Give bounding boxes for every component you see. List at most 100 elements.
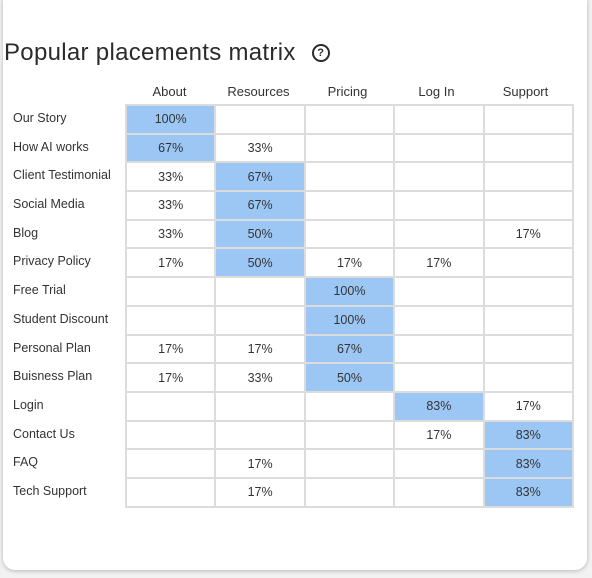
- matrix-cell: 17%: [305, 249, 396, 279]
- column-header: Log In: [418, 84, 455, 99]
- matrix-row: Contact Us: [9, 420, 125, 449]
- row-label: Contact Us: [13, 426, 75, 441]
- matrix-cell: 100%: [127, 106, 217, 135]
- matrix-row: FAQ: [9, 448, 125, 477]
- matrix-row: Tech Support: [9, 477, 125, 506]
- row-labels: Our Story How AI works Client Testimonial S…: [9, 104, 125, 506]
- title-row: Popular placements matrix ?: [4, 36, 330, 70]
- column-headers: About Resources Pricing Log In Support: [125, 80, 570, 104]
- column-header: Pricing: [327, 84, 368, 99]
- matrix-cell: 83%: [484, 421, 574, 451]
- matrix-cell: 83%: [484, 478, 574, 508]
- matrix-cell: 17%: [395, 249, 485, 279]
- matrix-cell: [395, 220, 485, 250]
- matrix-row: Free Trial: [9, 276, 125, 305]
- matrix-row: Our Story: [9, 104, 125, 133]
- row-label: Buisness Plan: [13, 369, 93, 384]
- row-label: Login: [13, 397, 44, 412]
- matrix-row: Login: [9, 391, 125, 420]
- matrix-cell: [216, 278, 306, 307]
- row-label: Tech Support: [13, 483, 87, 498]
- matrix-cell: [305, 106, 396, 135]
- matrix-cell: [216, 392, 306, 422]
- matrix-cell: 17%: [216, 478, 306, 508]
- column-header: Resources: [227, 84, 290, 99]
- matrix-row: How AI works: [9, 133, 125, 162]
- matrix-cell: 67%: [216, 163, 306, 193]
- matrix-row: Privacy Policy: [9, 247, 125, 276]
- matrix-cell: [395, 163, 485, 193]
- matrix-cell: [484, 163, 574, 193]
- matrix-cell: 33%: [127, 220, 217, 250]
- matrix-cell: [127, 421, 217, 451]
- matrix-cell: 83%: [484, 450, 574, 479]
- matrix-cell: [484, 192, 574, 221]
- grid-row: 67% 33%: [127, 134, 574, 164]
- row-label: FAQ: [13, 455, 39, 470]
- matrix-cell: 50%: [216, 249, 306, 279]
- grid-row: 33% 67%: [127, 163, 574, 193]
- row-label: Personal Plan: [13, 340, 91, 355]
- matrix-cell: [127, 278, 217, 307]
- column-header: About: [152, 84, 187, 99]
- matrix-row: Student Discount: [9, 305, 125, 334]
- grid-row: 33% 67%: [127, 192, 574, 221]
- matrix-cell: [395, 364, 485, 393]
- matrix-row: Buisness Plan: [9, 362, 125, 391]
- matrix-cell: 33%: [127, 163, 217, 193]
- matrix-cell: 67%: [127, 134, 217, 164]
- matrix-cell: 17%: [395, 421, 485, 451]
- row-label: Client Testimonial: [13, 168, 111, 183]
- matrix-cell: 17%: [127, 364, 217, 393]
- matrix-cell: 17%: [216, 335, 306, 365]
- row-label: Social Media: [13, 197, 85, 212]
- matrix-cell: [216, 106, 306, 135]
- matrix-cell: [216, 306, 306, 336]
- matrix-cell: [395, 335, 485, 365]
- grid-row: 17% 83%: [127, 421, 574, 451]
- matrix-row: Blog: [9, 219, 125, 248]
- matrix-row: Client Testimonial: [9, 161, 125, 190]
- column-header: Support: [502, 84, 549, 99]
- grid-row: 100%: [127, 306, 574, 336]
- matrix-cell: 33%: [216, 364, 306, 393]
- grid-row: 17% 33% 50%: [127, 364, 574, 393]
- matrix-cell: [395, 478, 485, 508]
- matrix-cell: 50%: [305, 364, 396, 393]
- grid-row: 17% 83%: [127, 478, 574, 508]
- matrix-cell: [484, 249, 574, 279]
- matrix-cell: [484, 364, 574, 393]
- row-label: Free Trial: [13, 283, 66, 298]
- grid-row: 17% 17% 67%: [127, 335, 574, 365]
- grid-row: 17% 50% 17% 17%: [127, 249, 574, 279]
- matrix-cell: [395, 106, 485, 135]
- matrix-cell: 100%: [305, 306, 396, 336]
- row-label: Our Story: [13, 111, 67, 125]
- matrix-cell: 17%: [484, 392, 574, 422]
- matrix-cell: 33%: [216, 134, 306, 164]
- row-label: How AI works: [13, 139, 89, 154]
- question-circle-icon[interactable]: ?: [311, 44, 330, 62]
- matrix-cell: 17%: [216, 450, 306, 479]
- matrix-cell: 33%: [127, 192, 217, 221]
- matrix-cell: 17%: [127, 249, 217, 279]
- matrix-cell: [484, 335, 574, 365]
- grid-row: 17% 83%: [127, 450, 574, 479]
- matrix-cell: [216, 421, 306, 451]
- matrix-cell: [395, 450, 485, 479]
- matrix-cell: [305, 421, 396, 451]
- matrix-cell: [305, 220, 396, 250]
- matrix-cell: 83%: [395, 392, 485, 422]
- matrix-cell: [484, 306, 574, 336]
- matrix-cell: [305, 450, 396, 479]
- matrix-cell: [395, 306, 485, 336]
- matrix-cell: 67%: [305, 335, 396, 365]
- matrix-row: Personal Plan: [9, 334, 125, 363]
- grid-row: 100%: [127, 278, 574, 307]
- grid-row: 33% 50% 17%: [127, 220, 574, 250]
- matrix-grid: 100% 67% 33% 33% 67% 33% 67% 33% 50% 17% 17% 50% 17%…: [125, 104, 574, 508]
- page-title: Popular placements matrix: [4, 39, 296, 66]
- row-label: Privacy Policy: [13, 254, 91, 269]
- matrix-cell: 100%: [305, 278, 396, 307]
- row-label: Student Discount: [13, 311, 109, 326]
